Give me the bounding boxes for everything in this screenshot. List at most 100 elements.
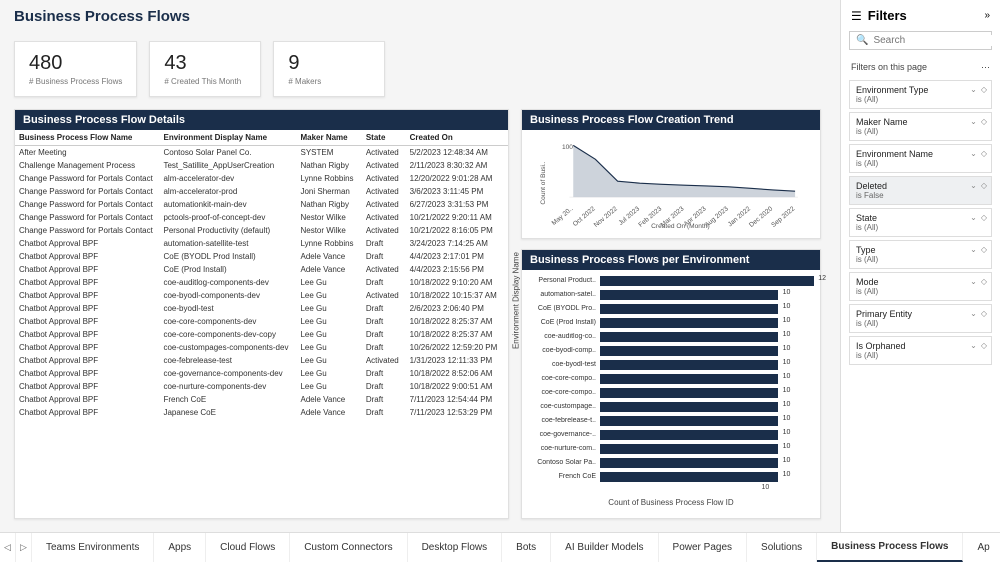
column-header[interactable]: Environment Display Name [159,130,296,146]
column-header[interactable]: Business Process Flow Name [15,130,159,146]
filter-card[interactable]: Primary Entityis (All)⌄◇ [849,304,992,333]
clear-filter-icon[interactable]: ◇ [981,181,987,190]
filter-card[interactable]: Environment Nameis (All)⌄◇ [849,144,992,173]
env-bar-row[interactable]: CoE (Prod Install)10 [528,316,814,329]
table-row[interactable]: Chatbot Approval BPFcoe-auditlog-compone… [15,276,508,289]
env-bar-row[interactable]: coe-auditlog-co..10 [528,330,814,343]
column-header[interactable]: Created On [406,130,508,146]
clear-filter-icon[interactable]: ◇ [981,117,987,126]
chevron-down-icon[interactable]: ⌄ [970,117,977,126]
report-tab[interactable]: Bots [502,533,551,562]
table-row[interactable]: Chatbot Approval BPFcoe-febrelease-testL… [15,354,508,367]
kpi-row: 480# Business Process Flows43# Created T… [0,33,840,105]
chevron-down-icon[interactable]: ⌄ [970,149,977,158]
env-bar-row[interactable]: CoE (BYODL Pro..10 [528,302,814,315]
env-bar-row[interactable]: coe-governance-..10 [528,428,814,441]
report-tab[interactable]: Custom Connectors [290,533,407,562]
table-row[interactable]: Chatbot Approval BPFcoe-core-components-… [15,315,508,328]
table-cell: Change Password for Portals Contact [15,211,159,224]
filter-name: Environment Type [856,85,985,95]
table-row[interactable]: Chatbot Approval BPFautomation-satellite… [15,237,508,250]
env-bar-label: coe-core-compo.. [528,375,600,382]
report-tab[interactable]: Teams Environments [32,533,154,562]
table-cell: Activated [362,198,406,211]
filter-search[interactable]: 🔍 [849,31,992,50]
table-cell: Japanese CoE [159,406,296,419]
report-tab[interactable]: AI Builder Models [551,533,658,562]
table-row[interactable]: Chatbot Approval BPFcoe-byodl-components… [15,289,508,302]
chevron-down-icon[interactable]: ⌄ [970,277,977,286]
tab-prev[interactable]: ◁ [0,533,16,562]
table-row[interactable]: Change Password for Portals ContactPerso… [15,224,508,237]
report-tab[interactable]: Cloud Flows [206,533,290,562]
filter-search-input[interactable] [873,35,1000,46]
filter-card[interactable]: Is Orphanedis (All)⌄◇ [849,336,992,365]
table-row[interactable]: Chatbot Approval BPFcoe-nurture-componen… [15,380,508,393]
table-cell: 7/11/2023 12:53:29 PM [406,406,508,419]
env-bar-value: 10 [783,317,791,324]
report-tab[interactable]: Power Pages [659,533,747,562]
env-bar-row[interactable]: coe-custompage..10 [528,400,814,413]
page-title: Business Process Flows [0,0,840,33]
collapse-icon[interactable]: » [984,10,990,21]
env-bar-row[interactable]: Contoso Solar Pa..10 [528,456,814,469]
filter-value: is (All) [856,127,985,136]
table-row[interactable]: Chatbot Approval BPFcoe-core-components-… [15,328,508,341]
table-row[interactable]: Chatbot Approval BPFCoE (Prod Install)Ad… [15,263,508,276]
table-cell: 1/31/2023 12:11:33 PM [406,354,508,367]
filter-card[interactable]: Environment Typeis (All)⌄◇ [849,80,992,109]
env-bar-row[interactable]: automation-satel..10 [528,288,814,301]
chevron-down-icon[interactable]: ⌄ [970,309,977,318]
report-tab[interactable]: Ap [963,533,1000,562]
chevron-down-icon[interactable]: ⌄ [970,245,977,254]
report-tab[interactable]: Apps [154,533,206,562]
clear-filter-icon[interactable]: ◇ [981,277,987,286]
table-row[interactable]: Change Password for Portals Contactalm-a… [15,185,508,198]
clear-filter-icon[interactable]: ◇ [981,309,987,318]
table-cell: Draft [362,341,406,354]
table-row[interactable]: Chatbot Approval BPFcoe-custompages-comp… [15,341,508,354]
clear-filter-icon[interactable]: ◇ [981,85,987,94]
env-bar-row[interactable]: French CoE10 [528,470,814,483]
table-row[interactable]: Change Password for Portals Contactalm-a… [15,172,508,185]
clear-filter-icon[interactable]: ◇ [981,341,987,350]
table-row[interactable]: Challenge Management ProcessTest_Satilli… [15,159,508,172]
filter-card[interactable]: Maker Nameis (All)⌄◇ [849,112,992,141]
report-tab[interactable]: Business Process Flows [817,533,963,562]
filters-more-icon[interactable]: ⋯ [981,62,990,73]
filter-card[interactable]: Stateis (All)⌄◇ [849,208,992,237]
chevron-down-icon[interactable]: ⌄ [970,181,977,190]
report-tab[interactable]: Solutions [747,533,817,562]
filter-card[interactable]: Modeis (All)⌄◇ [849,272,992,301]
table-row[interactable]: Chatbot Approval BPFFrench CoEAdele Vanc… [15,393,508,406]
table-row[interactable]: Change Password for Portals Contactautom… [15,198,508,211]
filter-card[interactable]: Deletedis False⌄◇ [849,176,992,205]
table-row[interactable]: Chatbot Approval BPFcoe-byodl-testLee Gu… [15,302,508,315]
env-bar-row[interactable]: coe-byodl-comp..10 [528,344,814,357]
table-row[interactable]: Chatbot Approval BPFJapanese CoEAdele Va… [15,406,508,419]
env-bar-row[interactable]: Personal Product..12 [528,274,814,287]
chevron-down-icon[interactable]: ⌄ [970,341,977,350]
filter-card[interactable]: Typeis (All)⌄◇ [849,240,992,269]
env-bar-row[interactable]: coe-core-compo..10 [528,386,814,399]
env-bar-row[interactable]: coe-nurture-com..10 [528,442,814,455]
report-tab[interactable]: Desktop Flows [408,533,503,562]
env-bar-row[interactable]: coe-febrelease-t..10 [528,414,814,427]
env-bar-row[interactable]: coe-core-compo..10 [528,372,814,385]
tab-next[interactable]: ▷ [16,533,32,562]
column-header[interactable]: State [362,130,406,146]
env-bar-row[interactable]: coe-byodl-test10 [528,358,814,371]
clear-filter-icon[interactable]: ◇ [981,149,987,158]
env-panel: Business Process Flows per Environment E… [521,249,821,519]
chevron-down-icon[interactable]: ⌄ [970,213,977,222]
column-header[interactable]: Maker Name [296,130,361,146]
table-row[interactable]: After MeetingContoso Solar Panel Co.SYST… [15,146,508,160]
clear-filter-icon[interactable]: ◇ [981,213,987,222]
table-row[interactable]: Chatbot Approval BPFcoe-governance-compo… [15,367,508,380]
details-table-wrap[interactable]: Business Process Flow NameEnvironment Di… [15,130,508,448]
table-cell: Chatbot Approval BPF [15,276,159,289]
clear-filter-icon[interactable]: ◇ [981,245,987,254]
table-row[interactable]: Chatbot Approval BPFCoE (BYODL Prod Inst… [15,250,508,263]
chevron-down-icon[interactable]: ⌄ [970,85,977,94]
table-row[interactable]: Change Password for Portals Contactpctoo… [15,211,508,224]
